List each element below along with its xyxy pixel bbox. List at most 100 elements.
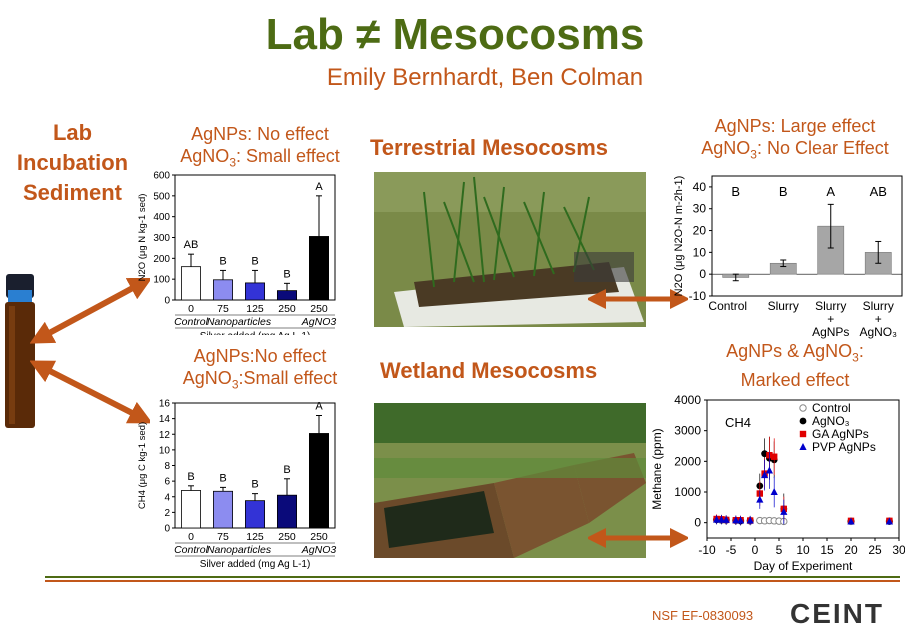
x-tick-label: 250 <box>310 303 328 315</box>
lab-ch4-chart: 0 2 4 6 8 10 12 14 16 B 0 B 75 B 125 B 250 A 250 ControlNan… <box>137 399 336 571</box>
y-tick-label: 0 <box>164 524 170 535</box>
series-pvp-agnps <box>713 452 893 526</box>
data-point <box>746 516 754 524</box>
bar <box>308 236 329 301</box>
terrestrial-heading: Terrestrial Mesocosms <box>370 135 609 160</box>
x-tick-label: Slurry <box>815 299 846 313</box>
legend-marker <box>799 404 807 412</box>
group-label: Nanoparticles <box>207 544 272 556</box>
y-tick-label: 14 <box>159 414 171 425</box>
significance-letter: AB <box>184 239 199 251</box>
footer-rule-orange <box>45 580 900 582</box>
y-tick-label: 4000 <box>674 393 701 407</box>
data-point <box>732 516 740 524</box>
group-label: AgNO3 <box>301 316 337 328</box>
note-line: AgNO3: No Clear Effect <box>680 137 910 166</box>
bar <box>213 490 234 529</box>
legend-label: GA AgNPs <box>812 427 869 441</box>
bar <box>245 282 266 301</box>
legend-label: AgNO₃ <box>812 414 850 428</box>
data-point <box>771 453 778 460</box>
legend-marker <box>799 430 807 438</box>
significance-letter: A <box>315 181 323 193</box>
note-subscript: 3 <box>852 350 859 365</box>
y-tick-label: 3000 <box>674 424 701 438</box>
data-point <box>713 515 721 523</box>
y-axis-label: N2O (μg N2O-N m-2h-1) <box>673 176 685 297</box>
bar <box>276 494 297 529</box>
bar <box>308 433 329 529</box>
y-tick-label: 4 <box>164 492 170 503</box>
note-text: : No Clear Effect <box>756 138 889 158</box>
bar <box>213 279 234 301</box>
ceint-logo: CEINT <box>790 598 884 629</box>
y-tick-label: 2 <box>164 508 170 519</box>
wetland-photo-art <box>374 403 646 558</box>
significance-letter: B <box>187 471 194 483</box>
data-point <box>761 471 769 479</box>
x-tick-label: 125 <box>246 531 264 543</box>
note-subscript: 3 <box>231 377 239 392</box>
x-tick-label: + <box>875 312 882 326</box>
y-tick-label: 40 <box>693 180 707 194</box>
data-point <box>770 488 778 495</box>
x-axis-label: Day of Experiment <box>754 559 853 573</box>
y-tick-label: 10 <box>159 445 171 456</box>
bar <box>245 500 266 529</box>
data-point <box>885 517 893 525</box>
note-line: AgNO3: Small effect <box>160 145 360 174</box>
significance-letter: B <box>251 479 258 491</box>
y-tick-label: 100 <box>153 275 170 286</box>
data-point <box>717 515 725 523</box>
y-tick-label: 12 <box>159 430 171 441</box>
arrow-to-n2o-chart <box>30 278 150 344</box>
group-label: Control <box>174 316 209 328</box>
y-tick-label: 300 <box>153 233 170 244</box>
significance-letter: B <box>219 255 226 267</box>
y-tick-label: 6 <box>164 477 170 488</box>
note-text: :Small effect <box>238 368 338 388</box>
significance-letter: B <box>283 464 290 476</box>
note-text: AgNO <box>701 138 751 158</box>
lab-incubation-title: Lab Incubation Sediment <box>10 118 135 208</box>
x-tick-label: 0 <box>188 531 194 543</box>
data-point <box>737 516 745 524</box>
note-text: : Small effect <box>236 146 340 166</box>
vial-highlight <box>9 306 15 424</box>
note-line: AgNPs: Large effect <box>714 116 876 136</box>
terrestrial-note: AgNPs: Large effect AgNO3: No Clear Effe… <box>680 115 910 166</box>
wetland-heading: Wetland Mesocosms <box>380 358 598 383</box>
legend-marker <box>799 417 807 425</box>
note-text: AgNPs & AgNO <box>726 341 853 361</box>
bar <box>181 490 202 529</box>
page-title: Lab ≠ Mesocosms <box>265 10 645 59</box>
x-tick-label: Slurry <box>768 299 799 313</box>
note-line: AgNPs & AgNO3: <box>690 340 900 369</box>
lab-ch4-note: AgNPs:No effect AgNO3:Small effect <box>160 345 360 396</box>
y-tick-label: 400 <box>153 212 170 223</box>
y-axis-label: N2O (μg N kg-1 sed) <box>137 194 148 282</box>
x-tick-label: + <box>827 312 834 326</box>
group-label: Control <box>174 544 209 556</box>
lab-title-line: Sediment <box>22 180 123 205</box>
wetland-methane-chart: 0 1000 2000 3000 4000 -10 -5 0 5 10 15 20 25 30 Day of… <box>650 393 905 573</box>
legend-label: Control <box>812 401 851 415</box>
y-tick-label: 8 <box>164 461 170 472</box>
x-tick-label: 250 <box>278 531 296 543</box>
note-line: AgNPs:No effect <box>193 346 327 366</box>
x-tick-label: 0 <box>752 543 759 557</box>
note-text: AgNO <box>182 368 232 388</box>
y-tick-label: 500 <box>153 191 170 202</box>
chart-title: CH4 <box>725 415 751 430</box>
note-subscript: 3 <box>229 155 236 170</box>
x-tick-label: AgNO₃ <box>859 325 897 339</box>
note-text: : <box>858 341 864 361</box>
y-axis-label: Methane (ppm) <box>650 428 664 509</box>
significance-letter: B <box>779 184 788 199</box>
significance-letter: AB <box>870 184 887 199</box>
significance-letter: B <box>283 268 290 280</box>
data-point <box>780 507 788 515</box>
footer-rule-green <box>45 576 900 578</box>
y-axis-label: CH4 (μg C kg-1 sed) <box>137 422 148 509</box>
